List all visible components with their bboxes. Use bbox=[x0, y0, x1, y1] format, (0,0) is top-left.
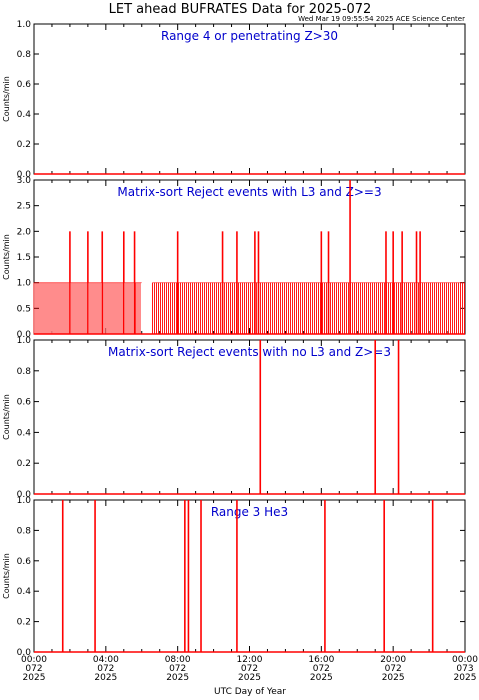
y-axis-label: Counts/min bbox=[2, 553, 11, 599]
panel-1: 0.0 0.2 0.4 0.6 0.8 1.0 Counts/min Range 4 or p… bbox=[2, 20, 466, 180]
y-tick-label: 0.6 bbox=[17, 398, 32, 408]
panels: 0.0 0.2 0.4 0.6 0.8 1.0 Counts/min Range 4 or p… bbox=[2, 20, 466, 658]
y-tick-label: 0.6 bbox=[17, 557, 32, 567]
y-tick-label: 0.0 bbox=[17, 648, 32, 658]
x-tick-time: 00:00 bbox=[21, 655, 47, 665]
x-tick-year: 2025 bbox=[94, 673, 117, 683]
x-tick-doy: 072 bbox=[97, 664, 114, 674]
x-tick-doy: 072 bbox=[385, 664, 402, 674]
y-tick-label: 0.8 bbox=[17, 367, 32, 377]
y-tick-label: 0.4 bbox=[17, 587, 32, 597]
y-tick-label: 1.0 bbox=[17, 336, 32, 346]
x-tick-doy: 072 bbox=[169, 664, 186, 674]
x-tick-time: 20:00 bbox=[380, 655, 406, 665]
y-axis-label: Counts/min bbox=[2, 394, 11, 440]
panel-4: 0.0 0.2 0.4 0.6 0.8 1.0 Counts/min Range 3 He3 bbox=[2, 496, 466, 658]
y-tick-label: 0.2 bbox=[17, 459, 31, 469]
y-tick-label: 1.0 bbox=[17, 20, 32, 30]
y-tick-label: 1.5 bbox=[17, 253, 31, 263]
chart-title: LET ahead BUFRATES Data for 2025-072 bbox=[109, 2, 372, 17]
panel-3: 0.0 0.2 0.4 0.6 0.8 1.0 Counts/min Matrix-sort … bbox=[2, 336, 466, 500]
x-tick-doy: 073 bbox=[456, 664, 473, 674]
x-tick-year: 2025 bbox=[23, 673, 46, 683]
x-tick-time: 00:00 bbox=[452, 655, 478, 665]
y-tick-label: 0.5 bbox=[17, 304, 31, 314]
y-tick-label: 1.0 bbox=[17, 279, 32, 289]
y-tick-label: 0.8 bbox=[17, 50, 32, 60]
x-axis-label: UTC Day of Year bbox=[214, 687, 286, 697]
y-tick-label: 0.8 bbox=[17, 526, 32, 536]
x-tick-time: 08:00 bbox=[165, 655, 191, 665]
y-tick-label: 0.6 bbox=[17, 80, 32, 90]
y-tick-label: 0.0 bbox=[17, 170, 32, 180]
x-tick-doy: 072 bbox=[241, 664, 258, 674]
y-axis-label: Counts/min bbox=[2, 234, 11, 280]
timestamp-label: Wed Mar 19 09:55:54 2025 ACE Science Cen… bbox=[298, 15, 465, 23]
x-tick-year: 2025 bbox=[238, 673, 261, 683]
panel-title: Range 3 He3 bbox=[211, 505, 288, 519]
x-tick-time: 16:00 bbox=[308, 655, 334, 665]
y-tick-label: 2.0 bbox=[17, 227, 32, 237]
panel-frame bbox=[33, 23, 466, 175]
y-tick-label: 2.5 bbox=[17, 202, 31, 212]
series-dense-counts bbox=[152, 282, 465, 334]
x-tick-doy: 072 bbox=[313, 664, 330, 674]
x-tick-time: 04:00 bbox=[93, 655, 119, 665]
y-tick-label: 0.4 bbox=[17, 428, 32, 438]
y-tick-label: 0.4 bbox=[17, 110, 32, 120]
y-axis-label: Counts/min bbox=[2, 76, 11, 122]
y-tick-label: 0.0 bbox=[17, 330, 32, 340]
y-tick-label: 0.2 bbox=[17, 140, 31, 150]
x-tick-time: 12:00 bbox=[237, 655, 263, 665]
x-tick-year: 2025 bbox=[454, 673, 477, 683]
panel-2: 0.0 0.5 1.0 1.5 2.0 2.5 3.0 Counts/min Matrix-so… bbox=[2, 176, 466, 340]
x-tick-year: 2025 bbox=[310, 673, 333, 683]
y-tick-label: 3.0 bbox=[17, 176, 32, 186]
y-tick-label: 0.2 bbox=[17, 618, 31, 628]
panel-frame bbox=[33, 499, 466, 653]
x-tick-year: 2025 bbox=[382, 673, 405, 683]
x-tick-doy: 072 bbox=[25, 664, 42, 674]
panel-frame bbox=[33, 339, 466, 495]
panel-title: Matrix-sort Reject events with L3 and Z>… bbox=[117, 185, 381, 199]
y-tick-label: 1.0 bbox=[17, 496, 32, 506]
x-axis: 00:00072202504:00072202508:00072202512:0… bbox=[21, 655, 478, 683]
y-tick-label: 0.0 bbox=[17, 490, 32, 500]
panel-title: Matrix-sort Reject events with no L3 and… bbox=[108, 345, 391, 359]
panel-title: Range 4 or penetrating Z>30 bbox=[161, 29, 338, 43]
x-tick-year: 2025 bbox=[166, 673, 189, 683]
